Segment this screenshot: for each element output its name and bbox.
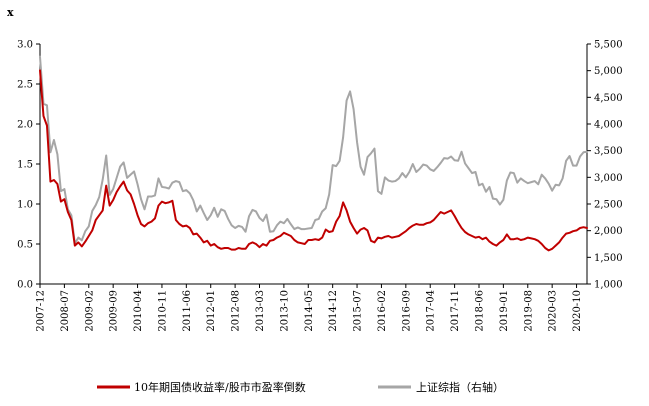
x-tick-label: 2012-01 — [206, 290, 217, 332]
x-tick-label: 2013-03 — [255, 290, 266, 332]
x-tick-label: 2011-06 — [182, 290, 193, 332]
axes: 0.0 0.5 1.0 1.5 2.0 2.5 3.0 1,000 1,500 2,000 2,50… — [17, 40, 623, 332]
left-y-tick-label: 2.0 — [17, 120, 33, 131]
x-tick-label: 2020-03 — [548, 290, 559, 332]
left-y-tick-label: 0.0 — [17, 280, 33, 291]
x-tick-label: 2012-08 — [231, 290, 242, 332]
x-tick-label: 2010-11 — [157, 290, 168, 332]
x-tick-label: 2017-04 — [426, 290, 437, 332]
right-y-tick-label: 2,000 — [594, 226, 623, 237]
series-line-bond-ratio — [39, 69, 588, 252]
x-tick-label: 2017-11 — [450, 290, 461, 332]
left-y-tick-label: 3.0 — [17, 40, 33, 51]
x-tick-label: 2008-07 — [60, 290, 71, 332]
right-y-tick-label: 4,500 — [594, 93, 623, 104]
right-y-tick-label: 5,500 — [594, 40, 623, 51]
x-tick-label: 2009-09 — [109, 290, 120, 332]
x-tick-label: 2014-05 — [304, 290, 315, 332]
x-tick-label: 2010-04 — [133, 290, 144, 332]
legend-label-shanghai-index: 上证综指（右轴） — [416, 380, 504, 394]
x-tick-label: 2007-12 — [36, 290, 47, 332]
right-y-tick-label: 1,500 — [594, 253, 623, 264]
left-y-tick-label: 1.0 — [17, 200, 33, 211]
series-layer — [39, 55, 588, 252]
series-line-shanghai-index — [39, 55, 588, 245]
x-tick-label: 2013-10 — [279, 290, 290, 332]
x-tick-label: 2019-08 — [523, 290, 534, 332]
legend: 10年期国债收益率/股市市盈率倒数 上证综指（右轴） — [97, 380, 504, 394]
right-y-tick-label: 4,000 — [594, 120, 623, 131]
x-tick-label: 2016-09 — [401, 290, 412, 332]
right-y-tick-label: 2,500 — [594, 200, 623, 211]
x-tick-label: 2015-07 — [353, 290, 364, 332]
right-y-tick-label: 3,000 — [594, 173, 623, 184]
right-y-tick-label: 1,000 — [594, 280, 623, 291]
legend-label-bond-ratio: 10年期国债收益率/股市市盈率倒数 — [134, 380, 306, 394]
right-y-tick-label: 5,000 — [594, 66, 623, 77]
x-tick-label: 2018-06 — [474, 290, 485, 332]
right-y-tick-label: 3,500 — [594, 146, 623, 157]
x-tick-label: 2016-02 — [377, 290, 388, 332]
x-tick-label: 2020-10 — [572, 290, 583, 332]
x-tick-label: 2009-02 — [84, 290, 95, 332]
left-y-tick-label: 0.5 — [17, 240, 33, 251]
left-y-tick-label: 1.5 — [17, 160, 33, 171]
x-tick-label: 2019-01 — [499, 290, 510, 332]
left-axis-unit-label: x — [7, 6, 14, 19]
left-y-tick-label: 2.5 — [17, 80, 33, 91]
x-tick-label: 2014-12 — [328, 290, 339, 332]
